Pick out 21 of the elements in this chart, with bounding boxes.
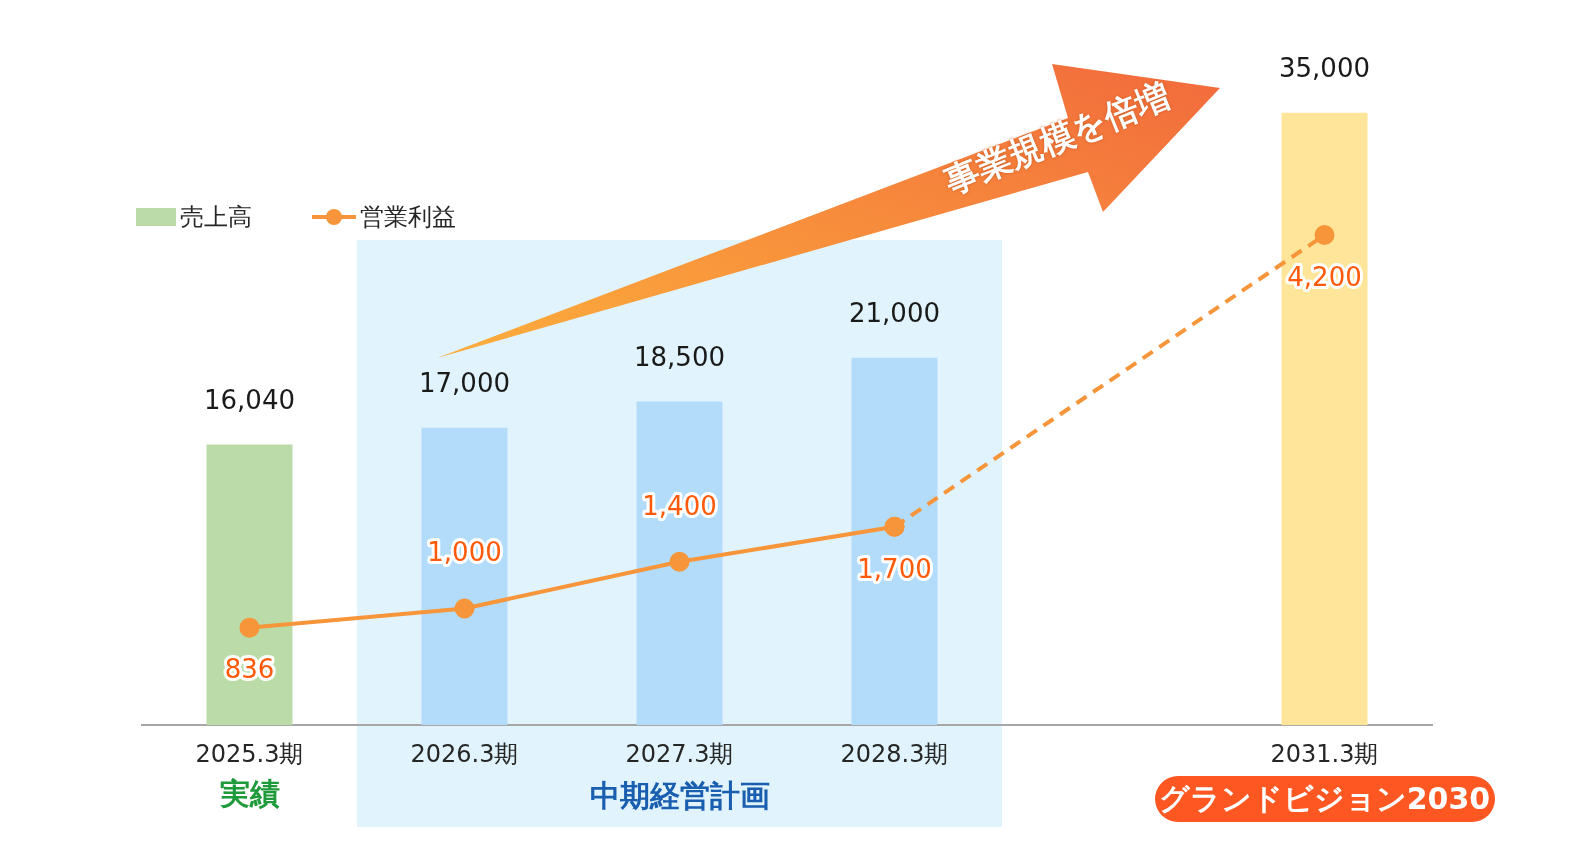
x-tick-label: 2028.3期	[840, 739, 949, 768]
data-label: 1,400	[642, 490, 717, 521]
text: グランドビジョン2030	[1154, 776, 1495, 822]
legend-label: 営業利益	[360, 202, 456, 233]
x-tick-label: 2027.3期	[625, 739, 734, 768]
data-label: 1,700	[857, 553, 932, 584]
data-label: 35,000	[1279, 53, 1370, 84]
text: 実績	[218, 775, 281, 813]
x-tick-label: 2026.3期	[410, 739, 519, 768]
data-label: 4,200	[1287, 261, 1362, 292]
data-label: 1,000	[427, 537, 502, 568]
x-tick-label: 2025.3期	[195, 739, 304, 768]
band-label: 中期経営計画	[588, 777, 771, 815]
x-tick-label: 2031.3期	[1270, 739, 1379, 768]
data-label: 17,000	[419, 368, 510, 399]
data-label: 18,500	[634, 342, 725, 373]
annotation: 事業規模を倍増	[938, 73, 1177, 204]
data-label: 16,040	[204, 385, 295, 416]
data-label: 21,000	[849, 298, 940, 329]
legend-label: 売上高	[180, 202, 252, 233]
data-label: 836	[224, 654, 275, 685]
